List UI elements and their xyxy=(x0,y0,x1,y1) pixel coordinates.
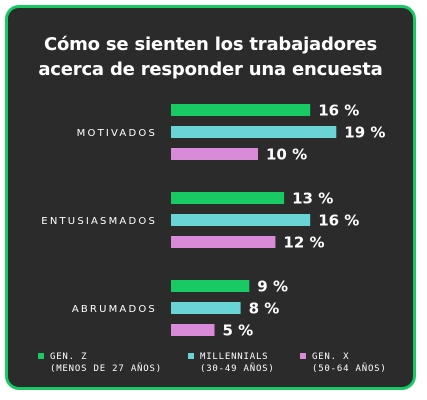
bar xyxy=(171,214,311,226)
legend-label: GEN. X (50-64 AÑOS) xyxy=(312,351,387,375)
legend-series-name: GEN. X xyxy=(312,352,350,362)
chart-title-line-2: acerca de responder una encuesta xyxy=(38,59,383,80)
bar-value-label: 9 % xyxy=(257,278,288,296)
legend-label: GEN. Z (MENOS DE 27 AÑOS) xyxy=(50,351,162,375)
chart-card: Cómo se sienten los trabajadores acerca … xyxy=(5,5,416,390)
bar xyxy=(171,280,250,292)
legend-swatch xyxy=(188,353,194,359)
bar-value-label: 12 % xyxy=(283,234,324,252)
chart-title: Cómo se sienten los trabajadores acerca … xyxy=(8,32,413,82)
bar-value-label: 19 % xyxy=(344,124,385,142)
legend-series-subtitle: (MENOS DE 27 AÑOS) xyxy=(50,364,162,374)
legend-swatch xyxy=(38,353,44,359)
bar-chart: MOTIVADOS 16 % 19 % 10 % ENTUSIASMADOS 13 % 16… xyxy=(41,102,385,340)
legend-series-name: MILLENNIALS xyxy=(200,352,269,362)
bar xyxy=(171,148,258,160)
chart-legend: GEN. Z (MENOS DE 27 AÑOS) MILLENNIALS (30-4… xyxy=(38,351,408,381)
bar xyxy=(171,236,276,248)
category-label: MOTIVADOS xyxy=(77,128,157,139)
bar-value-label: 13 % xyxy=(292,190,333,208)
bar xyxy=(171,192,285,204)
bar-value-label: 16 % xyxy=(318,212,359,230)
legend-series-name: GEN. Z xyxy=(50,352,88,362)
legend-series-subtitle: (50-64 AÑOS) xyxy=(312,364,387,374)
bar xyxy=(171,302,241,314)
legend-label: MILLENNIALS (30-49 AÑOS) xyxy=(200,351,275,375)
bar-value-label: 8 % xyxy=(249,300,280,318)
category-label: ABRUMADOS xyxy=(72,304,157,315)
category-label: ENTUSIASMADOS xyxy=(41,216,157,227)
bar-value-label: 16 % xyxy=(318,102,359,120)
bar xyxy=(171,324,215,336)
bar-value-label: 10 % xyxy=(266,146,307,164)
chart-title-line-1: Cómo se sienten los trabajadores xyxy=(43,34,378,55)
bar xyxy=(171,104,311,116)
legend-series-subtitle: (30-49 AÑOS) xyxy=(200,364,275,374)
bar-value-label: 5 % xyxy=(223,322,254,340)
bar xyxy=(171,126,337,138)
legend-swatch xyxy=(300,353,306,359)
